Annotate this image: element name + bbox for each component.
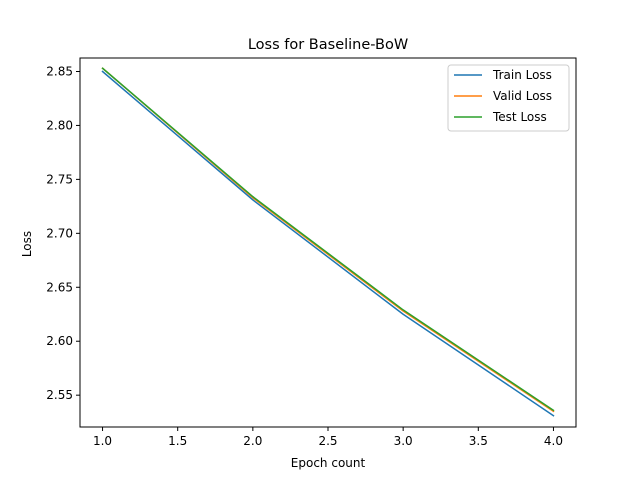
x-tick-label: 2.5 (318, 434, 337, 448)
plot-area (101, 67, 555, 417)
legend-entry-label: Test Loss (492, 110, 547, 124)
chart-title: Loss for Baseline-BoW (248, 37, 408, 53)
x-tick-label: 1.5 (168, 434, 187, 448)
x-tick-label: 2.0 (243, 434, 262, 448)
legend: Train Loss Valid Loss Test Loss (447, 64, 570, 132)
y-tick-label: 2.60 (46, 334, 73, 348)
y-tick-label: 2.70 (46, 226, 73, 240)
x-tick-label: 4.0 (544, 434, 563, 448)
y-tick-label: 2.80 (46, 118, 73, 132)
plot-frame (79, 57, 577, 428)
x-axis-label: Epoch count (291, 456, 366, 470)
y-axis-label: Loss (20, 231, 34, 257)
series-line-train-loss (101, 70, 555, 417)
y-tick-label: 2.85 (46, 64, 73, 78)
y-tick-label: 2.65 (46, 280, 73, 294)
legend-entry-label: Train Loss (492, 68, 552, 82)
y-tick-label: 2.75 (46, 172, 73, 186)
legend-box (447, 64, 570, 132)
x-tick-label: 3.0 (394, 434, 413, 448)
y-tick-label: 2.55 (46, 388, 73, 402)
x-tick-label: 3.5 (469, 434, 488, 448)
series-line-test-loss (101, 67, 555, 412)
legend-entry-label: Valid Loss (493, 89, 552, 103)
x-tick-label: 1.0 (93, 434, 112, 448)
x-axis-ticks: 1.0 1.5 2.0 2.5 3.0 3.5 4.0 (93, 427, 563, 448)
y-axis-ticks: 2.55 2.60 2.65 2.70 2.75 2.80 2.85 (46, 64, 80, 402)
